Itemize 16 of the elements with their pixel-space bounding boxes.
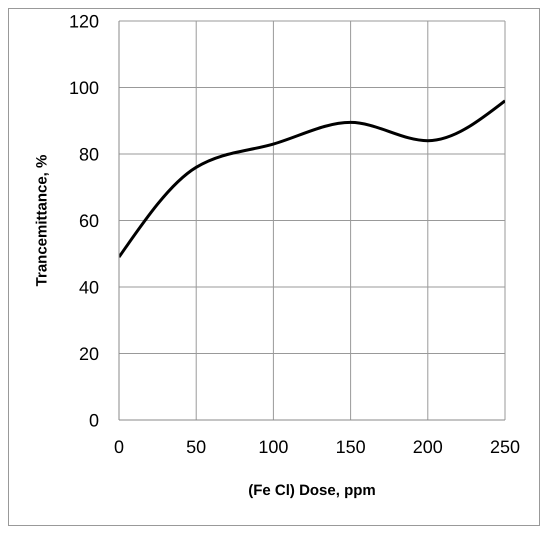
x-tick-label: 0 (114, 436, 124, 457)
y-tick-label: 20 (78, 344, 99, 364)
x-tick-label: 150 (336, 436, 366, 457)
y-tick-label: 40 (78, 277, 99, 298)
y-axis-title: Trancemittance, % (33, 154, 50, 286)
y-tick-label: 0 (88, 410, 99, 430)
line-series (119, 99, 505, 259)
y-tick-label: 60 (78, 210, 99, 231)
y-tick-label: 120 (68, 11, 99, 32)
y-tick-label: 80 (78, 144, 99, 164)
x-tick-label: 50 (186, 436, 206, 457)
x-tick-label: 200 (412, 436, 443, 457)
x-axis-title: (Fe Cl) Dose, ppm (248, 482, 376, 499)
y-tick-label: 100 (68, 78, 99, 98)
x-tick-label: 250 (490, 436, 520, 457)
x-tick-label: 100 (258, 436, 288, 457)
